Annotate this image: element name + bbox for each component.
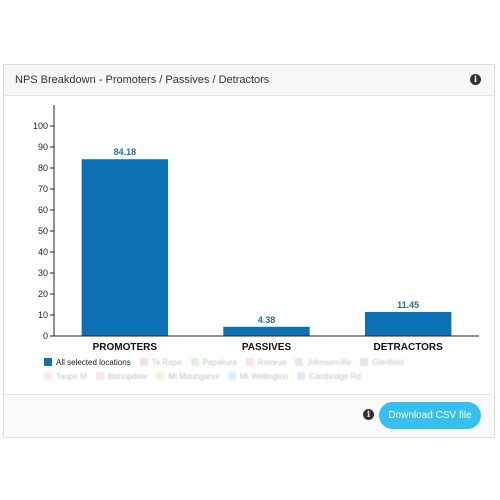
legend-row: All selected locations Te Rapa Papakura Rot… — [44, 358, 484, 372]
y-tick-label: 50 — [38, 226, 48, 236]
legend-label: Bishopdale — [107, 372, 148, 381]
y-tick-label: 80 — [38, 163, 48, 173]
bar-passives[interactable] — [223, 326, 310, 336]
y-tick-label: 100 — [33, 121, 48, 131]
legend-swatch — [95, 372, 104, 380]
legend-swatch — [190, 358, 199, 366]
y-tick-label: 70 — [38, 184, 48, 194]
legend-item[interactable]: All selected locations — [44, 358, 131, 367]
bars — [81, 159, 452, 336]
legend-swatch — [227, 372, 236, 380]
legend-item[interactable]: Mt Maunganui — [156, 372, 219, 381]
download-csv-button[interactable]: Download CSV file — [379, 402, 481, 429]
info-icon[interactable]: i — [363, 409, 374, 420]
panel-footer: i Download CSV file — [4, 394, 494, 437]
y-tick-label: 40 — [38, 247, 48, 257]
legend-label: Mt Maunganui — [168, 372, 219, 381]
y-tick-label: 60 — [38, 205, 48, 215]
chart-legend: All selected locations Te Rapa Papakura Rot… — [44, 358, 484, 386]
data-label: 84.18 — [114, 147, 137, 157]
legend-swatch — [297, 372, 306, 380]
nps-breakdown-panel: NPS Breakdown - Promoters / Passives / D… — [3, 64, 495, 438]
legend-swatch — [44, 358, 52, 366]
x-tick-label: DETRACTORS — [374, 342, 444, 353]
legend-swatch — [295, 358, 304, 366]
legend-label: Taupo M — [56, 372, 87, 381]
legend-item[interactable]: Bishopdale — [95, 372, 148, 381]
legend-label: Papakura — [202, 358, 237, 367]
y-tick-label: 0 — [43, 331, 48, 341]
legend-label: Cambridge Rd — [309, 372, 361, 381]
info-icon[interactable]: i — [470, 74, 481, 85]
bar-promoters[interactable] — [81, 159, 169, 336]
y-axis: 0 10 20 30 40 50 60 70 80 90 100 — [33, 105, 55, 341]
legend-item[interactable]: Glenfield — [360, 358, 404, 367]
legend-swatch — [245, 358, 254, 366]
legend-item[interactable]: Taupo M — [44, 372, 87, 381]
y-tick-label: 30 — [38, 268, 48, 278]
y-tick-label: 90 — [38, 142, 48, 152]
legend-item[interactable]: Rotorua — [245, 358, 287, 367]
legend-label: All selected locations — [56, 358, 131, 367]
bar-detractors[interactable] — [364, 311, 452, 336]
legend-item[interactable]: Mt Wellington — [227, 372, 289, 381]
legend-item[interactable]: Johnsonville — [295, 358, 351, 367]
legend-swatch — [139, 358, 148, 366]
legend-swatch — [44, 372, 52, 380]
bar-chart: 0 10 20 30 40 50 60 70 80 90 100 84.18 4.38 11.45 PR… — [33, 105, 479, 353]
x-tick-label: PROMOTERS — [93, 342, 158, 353]
legend-item[interactable]: Papakura — [190, 358, 237, 367]
data-label: 11.45 — [397, 300, 419, 310]
x-tick-label: PASSIVES — [242, 342, 292, 353]
y-tick-label: 10 — [38, 310, 48, 320]
legend-swatch — [360, 358, 369, 366]
legend-label: Johnsonville — [307, 358, 352, 367]
legend-item[interactable]: Te Rapa — [139, 358, 182, 367]
y-tick-label: 20 — [38, 289, 48, 299]
data-label: 4.38 — [258, 315, 276, 325]
legend-label: Rotorua — [257, 358, 287, 367]
x-axis: PROMOTERS PASSIVES DETRACTORS — [54, 335, 479, 353]
legend-label: Te Rapa — [151, 358, 182, 367]
legend-swatch — [156, 372, 165, 380]
legend-item[interactable]: Cambridge Rd — [297, 372, 361, 381]
panel-header: NPS Breakdown - Promoters / Passives / D… — [4, 65, 494, 96]
legend-label: Mt Wellington — [239, 372, 289, 381]
legend-label: Glenfield — [372, 358, 404, 367]
data-labels: 84.18 4.38 11.45 — [114, 147, 420, 325]
panel-title: NPS Breakdown - Promoters / Passives / D… — [15, 74, 270, 86]
legend-row: Taupo M Bishopdale Mt Maunganui Mt Wellingt… — [44, 372, 484, 386]
